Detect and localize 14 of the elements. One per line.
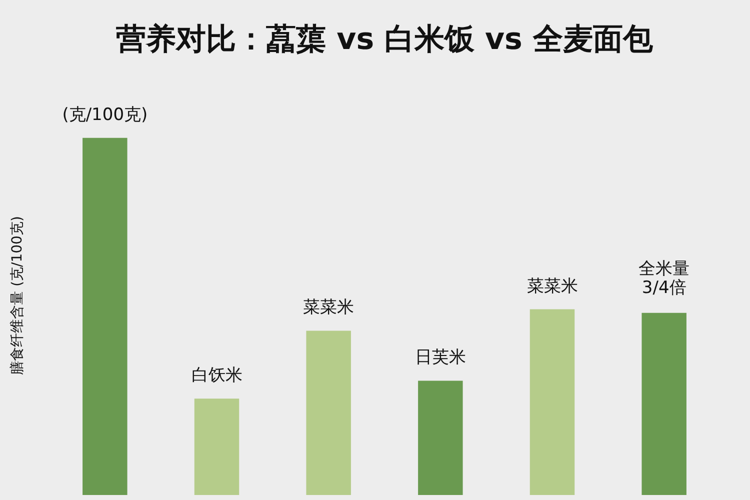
y-axis-title: 膳食纤维含量 (克/100克)	[10, 216, 26, 375]
bar	[306, 330, 351, 495]
annotation: 白饫米	[191, 366, 242, 386]
bar	[418, 380, 463, 495]
bar	[530, 309, 575, 495]
chart-title: 营养对比：藠蕖 vs 白米饭 vs 全麦面包	[116, 22, 654, 57]
bar	[82, 138, 128, 495]
annotation: 日芙米	[414, 348, 466, 368]
annotation: 全米量 3/4倍	[638, 258, 690, 298]
text: (克/100克)	[62, 104, 148, 125]
bar	[642, 312, 686, 495]
bar	[194, 398, 240, 495]
annotation: 菜菜米	[303, 298, 354, 318]
annotation: 菜菜米	[526, 276, 578, 296]
